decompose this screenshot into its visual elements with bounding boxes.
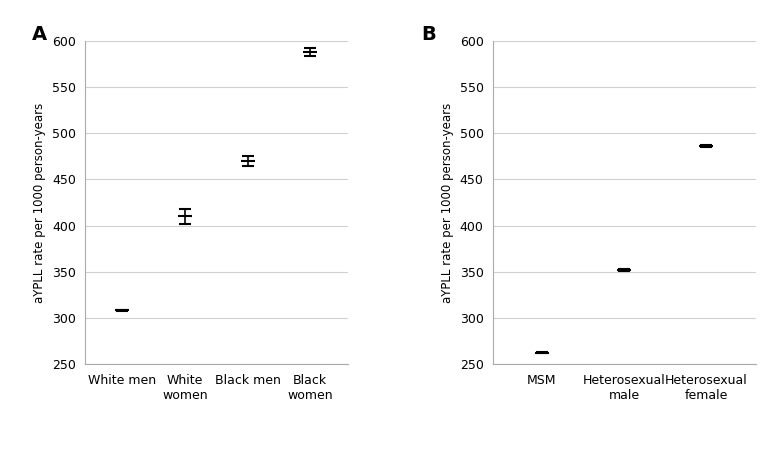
Y-axis label: aYPLL rate per 1000 person-years: aYPLL rate per 1000 person-years [441,102,454,303]
Y-axis label: aYPLL rate per 1000 person-years: aYPLL rate per 1000 person-years [33,102,46,303]
Text: B: B [422,25,436,44]
Text: A: A [32,25,47,44]
